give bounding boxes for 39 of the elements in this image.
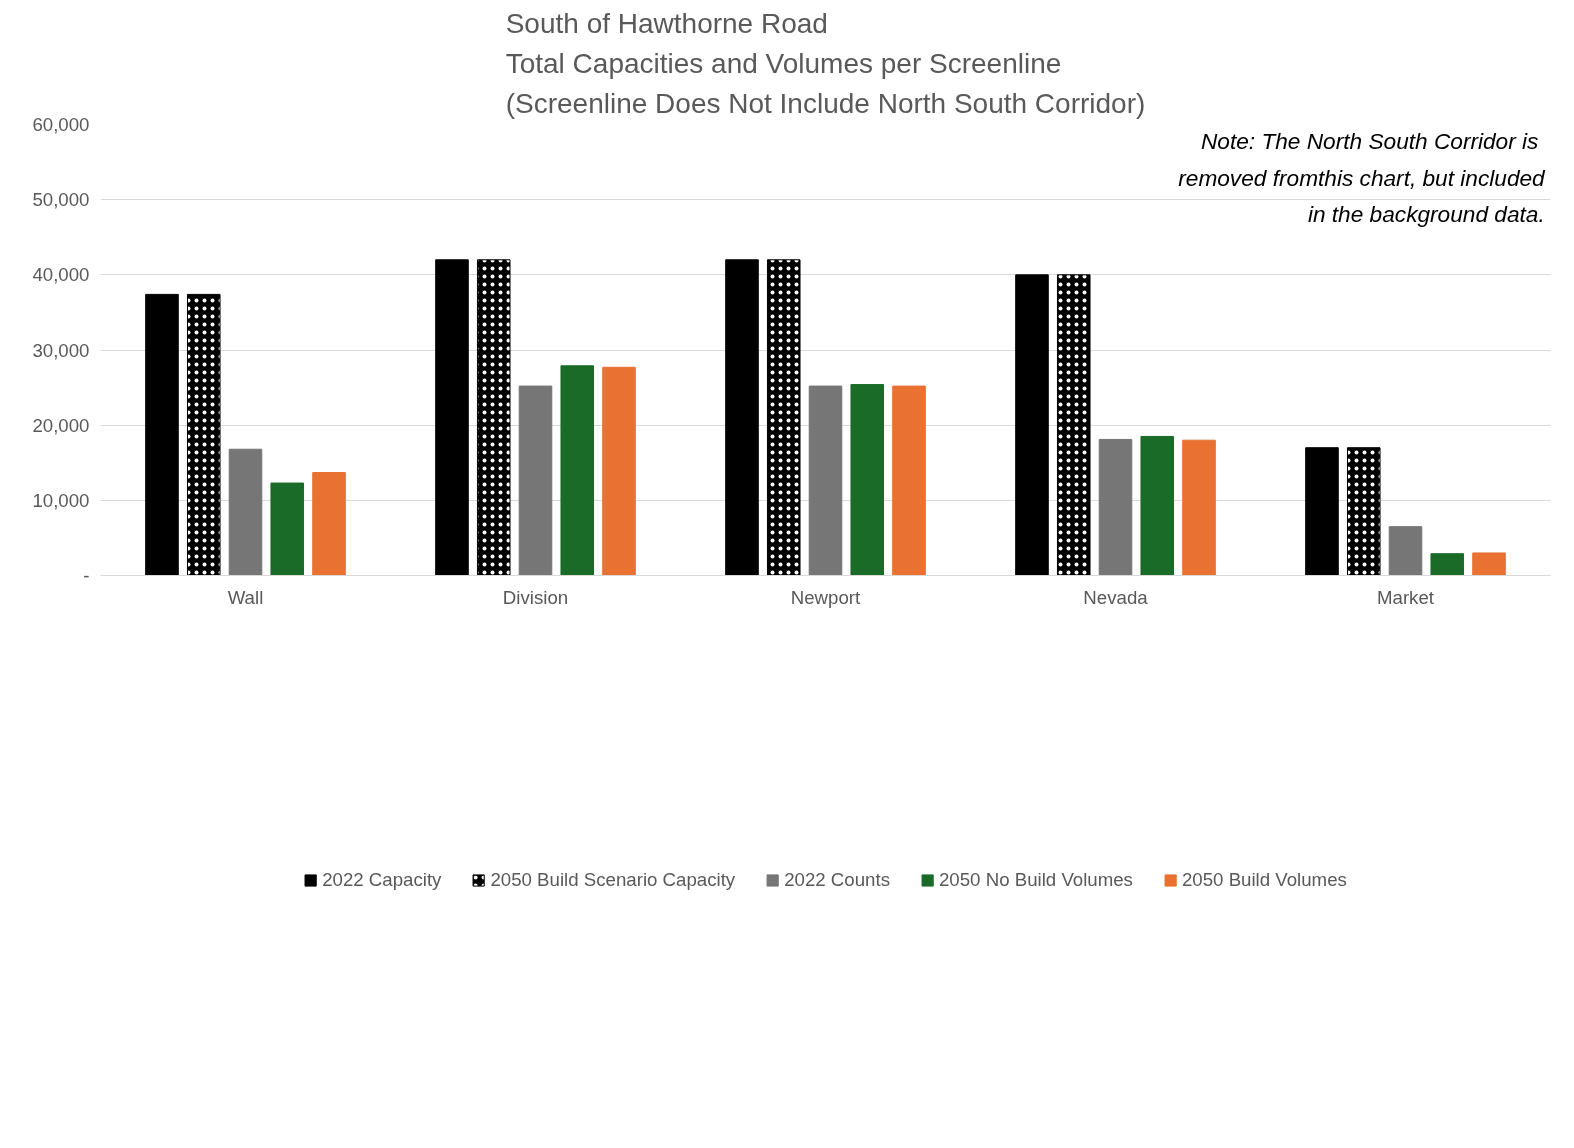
- chart-title: South of Hawthorne Road Total Capacities and Volumes per Screenline (Screenline Does Not Include North South Corridor): [505, 7, 1146, 120]
- annotation: Note: The North South Corridor is removed fromthis chart, but included in the background data.: [1178, 128, 1547, 228]
- bar: [1388, 526, 1423, 576]
- legend-label: 2022 Capacity: [322, 869, 442, 891]
- bar: [1430, 553, 1465, 576]
- x-tick-label: Market: [1376, 586, 1435, 608]
- bar: [1182, 439, 1216, 576]
- bar: [602, 366, 636, 576]
- bar: [725, 259, 759, 576]
- bar: [145, 293, 179, 576]
- bar: [1015, 274, 1049, 576]
- y-tick-label: 30,000: [32, 339, 90, 361]
- y-tick-label: -: [83, 565, 90, 586]
- y-tick-label: 40,000: [32, 264, 90, 286]
- legend-label: 2050 Build Volumes: [1181, 869, 1347, 891]
- y-tick-label: 50,000: [32, 189, 90, 211]
- bar: [1140, 435, 1175, 576]
- bar: [1305, 447, 1339, 576]
- legend-label: 2022 Counts: [784, 869, 890, 891]
- x-tick-label: Newport: [790, 586, 862, 608]
- bar: [560, 365, 595, 576]
- bar: [1472, 552, 1506, 576]
- bar: [892, 385, 926, 576]
- x-tick-label: Wall: [227, 586, 264, 608]
- bar: [312, 472, 346, 576]
- bar: [518, 385, 553, 576]
- bar: [228, 448, 263, 576]
- bar: [270, 482, 305, 576]
- bar: [808, 385, 843, 576]
- y-tick-label: 60,000: [32, 114, 90, 135]
- x-tick-label: Division: [502, 586, 569, 608]
- y-tick-label: 10,000: [32, 489, 90, 511]
- y-tick-label: 20,000: [32, 414, 90, 436]
- bar: [1098, 438, 1133, 576]
- x-tick-label: Nevada: [1083, 586, 1149, 608]
- bar: [435, 259, 469, 576]
- legend-label: 2050 No Build Volumes: [938, 869, 1133, 891]
- legend-label: 2050 Build Scenario Capacity: [490, 869, 736, 891]
- bar: [850, 384, 885, 576]
